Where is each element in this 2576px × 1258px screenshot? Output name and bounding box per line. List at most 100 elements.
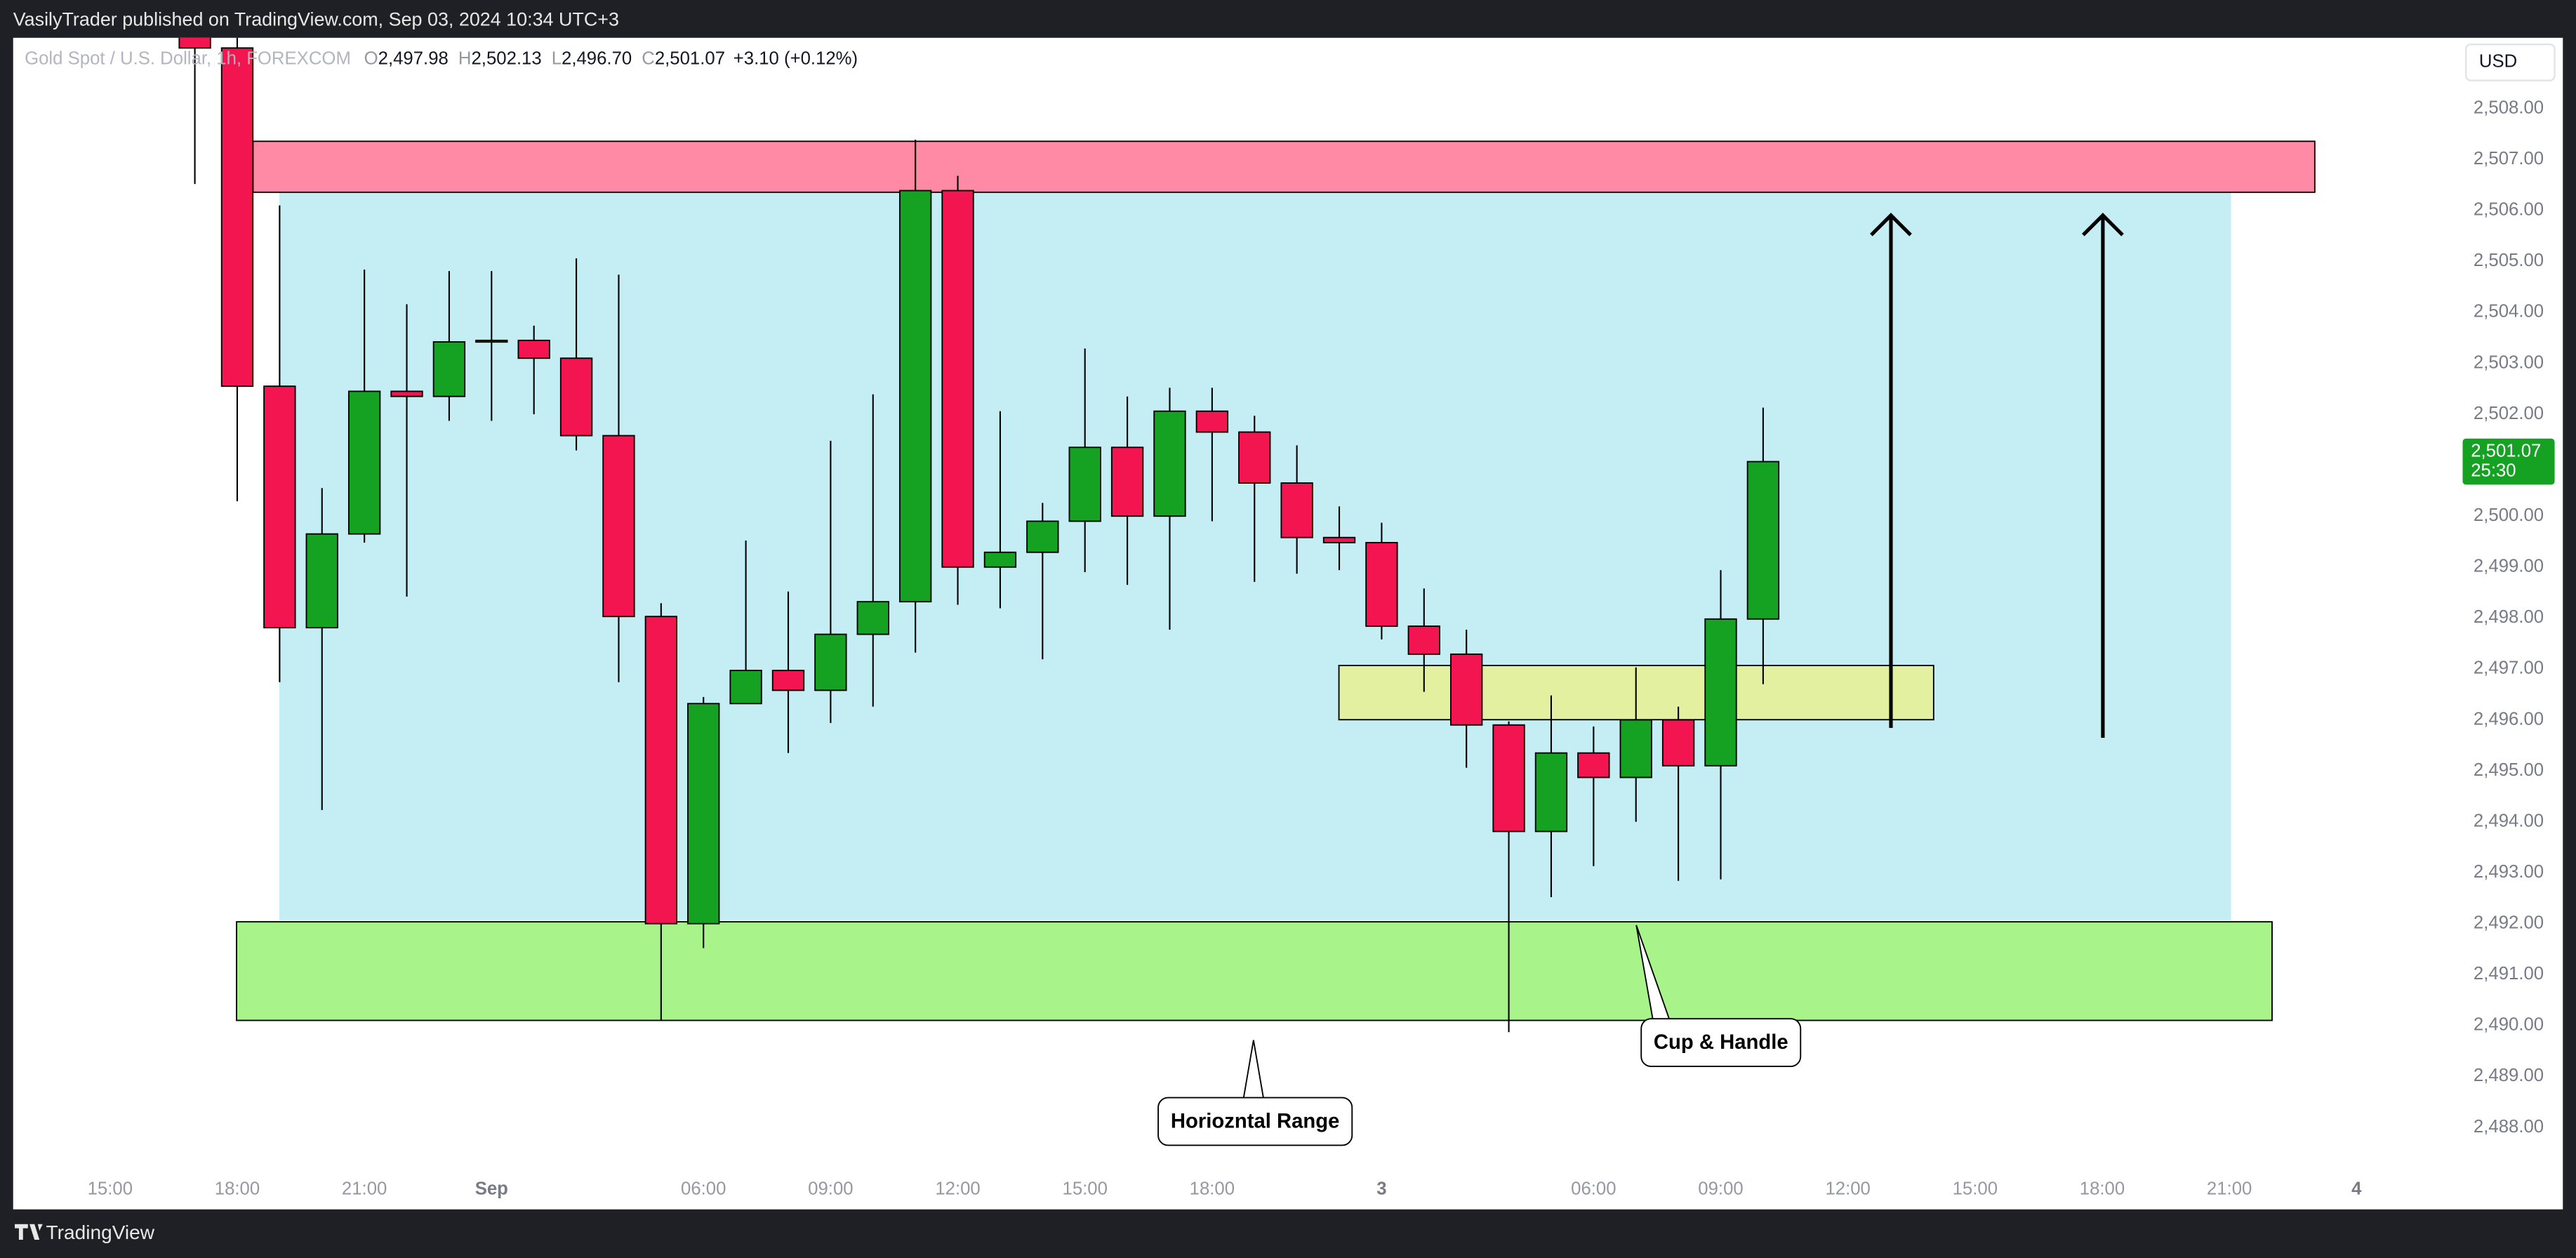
candle-body [729, 670, 762, 705]
candle-body [220, 47, 254, 388]
x-tick-label: 06:00 [1571, 1179, 1616, 1198]
x-tick-label: 12:00 [935, 1179, 980, 1198]
resistance-zone [252, 140, 2316, 193]
x-tick-label: 18:00 [2080, 1179, 2125, 1198]
x-tick-label: 4 [2351, 1179, 2362, 1198]
legend-key: C [642, 48, 655, 68]
x-tick-label: 18:00 [215, 1179, 260, 1198]
candle-body [856, 601, 889, 635]
y-tick-label: 2,505.00 [2474, 251, 2544, 270]
legend-value: 2,497.98 [378, 48, 449, 68]
callout-text: Cup & Handle [1654, 1031, 1788, 1054]
callout-box [1157, 1097, 1353, 1146]
callout-box [1640, 1018, 1802, 1068]
x-tick-label: 06:00 [681, 1179, 726, 1198]
candle-body [1195, 410, 1229, 433]
candle-body [305, 533, 338, 629]
currency-box [2465, 44, 2556, 81]
footer: TradingView [46, 1221, 155, 1243]
countdown: 25:30 [2471, 461, 2516, 480]
logo [15, 1224, 43, 1240]
support-zone [236, 921, 2273, 1021]
candle-body [347, 390, 381, 535]
x-tick-label: 15:00 [1953, 1179, 1998, 1198]
candle-body [432, 341, 466, 397]
y-tick-label: 2,493.00 [2474, 862, 2544, 882]
candle-body [941, 190, 974, 568]
candle-body [771, 670, 805, 691]
y-tick-label: 2,489.00 [2474, 1066, 2544, 1085]
candle-body [1365, 542, 1398, 627]
y-tick-label: 2,495.00 [2474, 760, 2544, 780]
x-tick-label: 15:00 [88, 1179, 133, 1198]
candle-body [1322, 536, 1356, 543]
y-tick-label: 2,490.00 [2474, 1015, 2544, 1035]
legend-key: H [458, 48, 472, 68]
arrow [2082, 212, 2124, 738]
candle-body [1619, 719, 1652, 779]
candle-body [1280, 482, 1313, 538]
candle-body [644, 616, 678, 925]
candle-body [1704, 618, 1737, 767]
x-tick-label: 09:00 [808, 1179, 853, 1198]
y-tick-label: 2,500.00 [2474, 505, 2544, 525]
legend-value: 2,501.07 [655, 48, 725, 68]
x-tick-label: 12:00 [1825, 1179, 1870, 1198]
x-tick-label: 21:00 [2207, 1179, 2252, 1198]
y-tick-label: 2,499.00 [2474, 557, 2544, 576]
candle-body [517, 339, 550, 359]
arrow [1870, 212, 1912, 728]
y-tick-label: 2,508.00 [2474, 98, 2544, 117]
candle-body [898, 190, 932, 603]
callout-text: Horiozntal Range [1171, 1110, 1340, 1132]
legend-title: Gold Spot / U.S. Dollar, 1h, FOREXCOM [25, 48, 351, 68]
candle-body [1407, 625, 1440, 655]
callout-pointer [1635, 925, 1670, 1019]
x-tick-label: Sep [475, 1179, 508, 1198]
x-tick-label: 15:00 [1063, 1179, 1108, 1198]
candle-body [1746, 461, 1780, 620]
legend-key: O [364, 48, 378, 68]
candle-body [1577, 752, 1610, 779]
candle-body [1026, 520, 1059, 553]
candle-body [1153, 410, 1186, 517]
candle-body [475, 339, 508, 343]
candle-body [1492, 724, 1525, 833]
candle-body [559, 357, 593, 437]
legend-value: 2,496.70 [562, 48, 632, 68]
y-tick-label: 2,504.00 [2474, 302, 2544, 322]
candle-body [1238, 431, 1271, 484]
legend-value: 2,502.13 [471, 48, 541, 68]
y-tick-label: 2,498.00 [2474, 607, 2544, 627]
y-tick-label: 2,497.00 [2474, 658, 2544, 678]
y-tick-label: 2,507.00 [2474, 149, 2544, 168]
candle-body [390, 390, 423, 397]
x-tick-label: 18:00 [1190, 1179, 1235, 1198]
callout-pointer [1242, 1040, 1264, 1098]
y-tick-label: 2,506.00 [2474, 200, 2544, 220]
candle-body [1068, 446, 1101, 522]
x-tick-label: 3 [1376, 1179, 1386, 1198]
candle-body [1450, 653, 1483, 726]
candle-body [263, 385, 296, 629]
candle-body [602, 435, 635, 618]
x-tick-label: 21:00 [342, 1179, 387, 1198]
y-tick-label: 2,494.00 [2474, 811, 2544, 830]
header: VasilyTrader published on TradingView.co… [13, 8, 619, 29]
candle-body [1534, 752, 1568, 833]
y-tick-label: 2,488.00 [2474, 1117, 2544, 1137]
candle-body [1661, 719, 1695, 767]
legend-change: +3.10 (+0.12%) [733, 48, 858, 68]
y-tick-label: 2,492.00 [2474, 913, 2544, 933]
candle-body [1110, 446, 1144, 517]
candle-body [814, 633, 847, 691]
candle-body [983, 551, 1017, 568]
y-tick-label: 2,496.00 [2474, 709, 2544, 729]
y-tick-label: 2,491.00 [2474, 964, 2544, 984]
price-label: 2,501.07 [2471, 441, 2541, 461]
currency: USD [2479, 52, 2517, 72]
x-tick-label: 09:00 [1698, 1179, 1743, 1198]
candle-body [687, 703, 720, 925]
y-tick-label: 2,502.00 [2474, 404, 2544, 423]
